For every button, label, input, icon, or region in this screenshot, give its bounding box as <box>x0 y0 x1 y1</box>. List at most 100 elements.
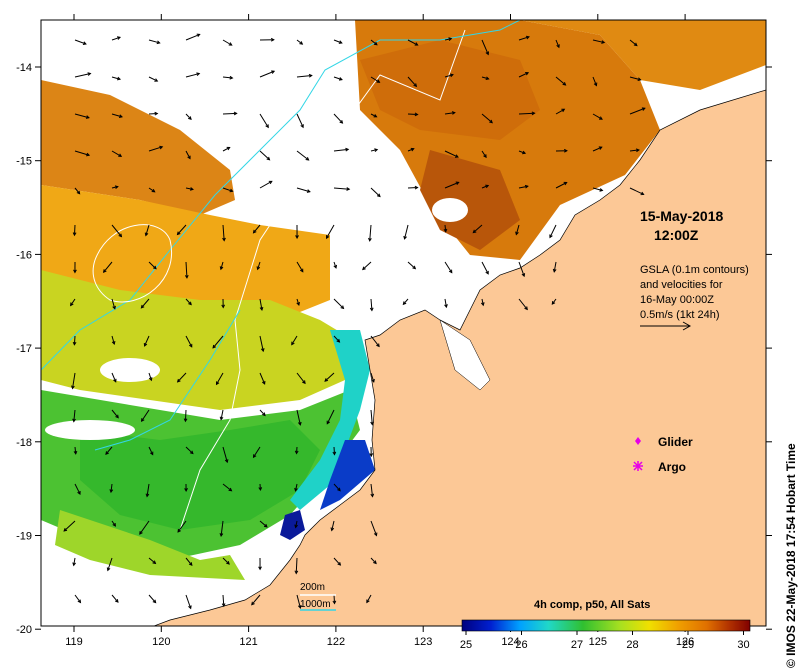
velocity-arrow <box>73 409 76 422</box>
velocity-arrow-head <box>72 341 77 346</box>
velocity-arrow-head <box>263 523 268 528</box>
velocity-arrow-head <box>188 301 192 306</box>
velocity-arrow <box>259 335 264 352</box>
velocity-arrow-head <box>369 307 374 312</box>
velocity-arrow-head <box>374 148 379 152</box>
gsla-note-4: 0.5m/s (1kt 24h) <box>640 309 720 321</box>
velocity-arrow <box>333 187 350 190</box>
velocity-arrow-head <box>413 83 418 88</box>
velocity-arrow <box>216 372 224 385</box>
velocity-arrow-head <box>113 378 117 383</box>
velocity-arrow <box>366 594 372 603</box>
velocity-arrow <box>111 150 122 157</box>
velocity-arrow-head <box>362 266 366 271</box>
velocity-arrow-head <box>184 274 189 279</box>
velocity-arrow-head <box>295 235 299 240</box>
velocity-arrow <box>333 483 341 492</box>
velocity-arrow <box>592 146 602 152</box>
velocity-arrow <box>185 594 192 609</box>
velocity-arrow <box>139 520 150 535</box>
velocity-arrow <box>481 113 493 124</box>
velocity-arrow <box>185 113 192 120</box>
velocity-arrow <box>222 557 230 565</box>
velocity-arrow <box>148 557 156 564</box>
velocity-arrow <box>111 372 117 382</box>
velocity-arrow <box>370 149 378 152</box>
velocity-arrow <box>481 185 489 189</box>
velocity-arrow <box>555 76 566 86</box>
velocity-arrow <box>253 446 261 458</box>
velocity-arrow <box>148 446 154 455</box>
velocity-arrow <box>444 181 459 189</box>
velocity-arrow-head <box>302 380 306 385</box>
velocity-arrow <box>296 372 306 384</box>
velocity-arrow <box>148 372 152 381</box>
x-tick-label: 120 <box>152 636 170 648</box>
velocity-arrow-head <box>324 378 329 382</box>
velocity-arrow <box>74 39 87 45</box>
velocity-arrow-head <box>373 532 378 537</box>
velocity-arrow <box>518 72 529 78</box>
velocity-arrow <box>222 39 232 46</box>
velocity-arrow-head <box>196 33 201 38</box>
y-axis: -14 -15 -16 -17 -18 -19 -20 <box>16 62 772 636</box>
velocity-arrow-head <box>86 152 91 157</box>
velocity-arrow-head <box>297 604 302 609</box>
velocity-arrow-head <box>633 42 638 47</box>
velocity-arrow-head <box>376 343 380 348</box>
velocity-arrow <box>111 76 121 80</box>
velocity-arrow <box>74 150 90 156</box>
velocity-arrow-head <box>102 269 107 274</box>
velocity-arrow-head <box>337 487 341 492</box>
velocity-arrow <box>296 594 301 609</box>
velocity-arrow-head <box>149 451 154 456</box>
map-time: 12:00Z <box>654 227 699 243</box>
velocity-arrow <box>518 150 526 154</box>
velocity-arrow-head <box>346 187 351 191</box>
velocity-arrow <box>291 335 298 345</box>
isobath-1000-label: 1000m <box>300 599 331 610</box>
velocity-arrow-head <box>262 412 266 417</box>
velocity-arrow-head <box>370 493 375 498</box>
velocity-arrow-head <box>72 418 76 423</box>
velocity-arrow <box>481 261 489 275</box>
velocity-arrow-head <box>525 71 530 76</box>
velocity-arrow-head <box>414 42 419 46</box>
y-tick-label: -16 <box>16 249 32 261</box>
velocity-arrow-head <box>252 454 257 459</box>
velocity-arrow-head <box>291 341 295 346</box>
velocity-arrow <box>515 224 520 235</box>
legend-argo-label: Argo <box>658 460 686 474</box>
velocity-arrow-head <box>563 148 568 153</box>
velocity-arrow <box>555 39 560 48</box>
velocity-arrow-head <box>270 37 275 42</box>
velocity-arrow-head <box>72 232 77 237</box>
velocity-arrow <box>592 39 605 44</box>
velocity-arrow-head <box>189 187 194 191</box>
velocity-arrow-head <box>219 266 224 271</box>
velocity-arrow <box>148 146 163 152</box>
velocity-arrow-head <box>85 115 90 119</box>
velocity-arrow-head <box>637 77 642 82</box>
velocity-arrow-head <box>300 124 304 129</box>
velocity-arrow-head <box>294 524 298 529</box>
velocity-arrow-head <box>556 44 560 49</box>
velocity-arrow <box>259 150 270 161</box>
velocity-arrow <box>74 73 91 78</box>
colorbar-ticks: 25 26 27 28 29 30 <box>460 631 750 651</box>
velocity-arrow-head <box>325 235 330 240</box>
velocity-arrow-head <box>139 530 143 535</box>
velocity-arrow-head <box>111 340 116 345</box>
velocity-arrow <box>296 298 300 306</box>
velocity-arrow-head <box>114 185 119 189</box>
velocity-arrow-head <box>72 562 76 567</box>
velocity-arrow-head <box>330 527 335 532</box>
velocity-arrow-head <box>472 229 477 234</box>
velocity-arrow <box>369 224 372 241</box>
velocity-arrow-head <box>337 562 342 566</box>
velocity-arrow <box>222 594 225 607</box>
velocity-arrow-head <box>116 76 122 81</box>
velocity-arrow-head <box>224 459 229 464</box>
velocity-arrow <box>402 298 409 305</box>
velocity-arrow-head <box>333 264 338 269</box>
